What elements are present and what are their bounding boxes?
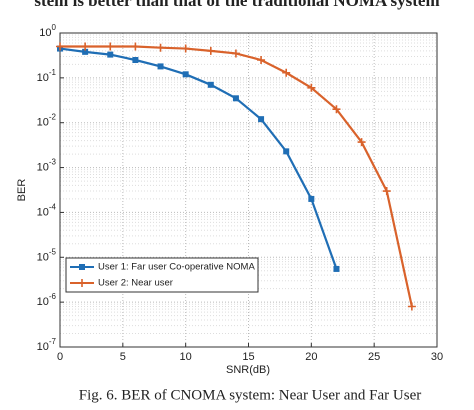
marker bbox=[257, 56, 266, 65]
marker bbox=[132, 57, 139, 64]
marker bbox=[81, 42, 90, 51]
x-tick-label: 5 bbox=[120, 351, 126, 363]
x-axis-label: SNR(dB) bbox=[226, 364, 270, 376]
marker bbox=[332, 105, 341, 114]
marker bbox=[307, 83, 316, 92]
marker bbox=[106, 42, 115, 51]
x-tick-label: 10 bbox=[180, 351, 192, 363]
marker bbox=[382, 187, 391, 196]
marker bbox=[181, 44, 190, 53]
figure-caption: Fig. 6. BER of CNOMA system: Near User a… bbox=[79, 387, 421, 403]
y-axis-label: BER bbox=[16, 179, 28, 202]
legend-label: User 2: Near user bbox=[98, 278, 173, 289]
marker bbox=[206, 46, 215, 55]
x-tick-label: 25 bbox=[368, 351, 380, 363]
marker bbox=[407, 302, 416, 311]
y-tick-label: 10-3 bbox=[37, 158, 57, 174]
y-tick-label: 100 bbox=[39, 23, 56, 39]
legend-label: User 1: Far user Co-operative NOMA bbox=[98, 262, 255, 273]
legend-box bbox=[65, 257, 259, 293]
marker bbox=[231, 49, 240, 58]
marker bbox=[283, 148, 290, 155]
marker bbox=[357, 138, 366, 147]
marker bbox=[82, 48, 89, 55]
y-tick-label: 10-2 bbox=[37, 113, 57, 129]
x-tick-label: 15 bbox=[242, 351, 254, 363]
marker bbox=[182, 71, 189, 78]
marker bbox=[56, 42, 64, 51]
x-tick-label: 0 bbox=[57, 351, 63, 363]
marker bbox=[131, 42, 140, 51]
marker bbox=[107, 51, 114, 58]
marker bbox=[282, 68, 291, 77]
marker bbox=[333, 265, 340, 272]
marker bbox=[232, 95, 239, 102]
legend-marker bbox=[79, 264, 85, 270]
series-line bbox=[59, 47, 338, 270]
y-tick-label: 10-4 bbox=[37, 203, 57, 219]
y-tick-label: 10-7 bbox=[37, 337, 57, 353]
clipped-caption: stem is better than that of the traditio… bbox=[34, 0, 439, 10]
marker bbox=[157, 63, 164, 70]
marker bbox=[258, 116, 265, 123]
legend-marker bbox=[78, 279, 86, 287]
plot-frame bbox=[59, 32, 438, 348]
y-tick-label: 10-1 bbox=[37, 68, 57, 84]
y-tick-label: 10-5 bbox=[37, 247, 57, 263]
marker bbox=[207, 81, 214, 88]
marker bbox=[308, 195, 315, 202]
marker bbox=[156, 43, 165, 52]
y-tick-label: 10-6 bbox=[37, 292, 57, 308]
x-tick-label: 20 bbox=[305, 351, 317, 363]
x-tick-label: 30 bbox=[431, 351, 443, 363]
